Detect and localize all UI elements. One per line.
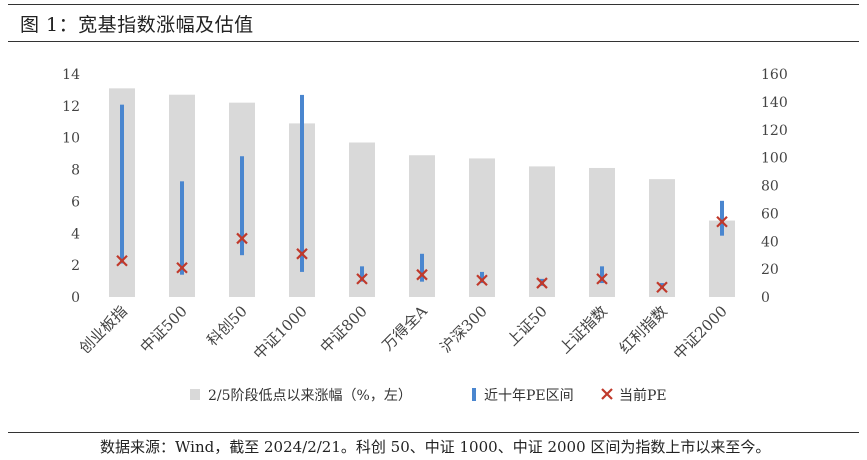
left-tick-label: 12: [62, 99, 80, 115]
x-tick-label: 上证指数: [556, 302, 611, 357]
right-tick-label: 140: [761, 95, 788, 111]
bar-红利指数: [649, 179, 675, 297]
legend-swatch-marker: [601, 388, 613, 400]
top-rule: [8, 4, 859, 5]
x-tick-label: 上证50: [503, 302, 550, 349]
right-tick-label: 80: [761, 179, 779, 195]
left-axis: 0 2 4 6 8 10 12 14: [62, 67, 80, 306]
current-pe-marker-沪深300: [476, 274, 488, 287]
x-tick-label: 中证800: [317, 302, 371, 356]
current-pe-marker-万得全A: [416, 268, 428, 281]
pe-range-创业板指: [120, 104, 124, 264]
source-note: 数据来源：Wind，截至 2024/2/21。科创 50、中证 1000、中证 …: [100, 438, 771, 456]
x-tick-label: 科创50: [203, 302, 250, 349]
pe-range-万得全A: [420, 253, 424, 282]
right-tick-label: 20: [761, 262, 779, 278]
x-tick-label: 中证500: [137, 302, 191, 356]
bar-上证50: [529, 166, 555, 297]
figure-title: 图 1：宽基指数涨幅及估值: [20, 14, 254, 36]
left-tick-label: 4: [71, 226, 80, 242]
legend-swatch-bar: [190, 389, 200, 400]
x-tick-label: 沪深300: [437, 302, 491, 356]
x-tick-label: 中证2000: [670, 302, 731, 363]
current-pe-marker-中证1000: [296, 248, 308, 260]
bottom-rule: [8, 432, 859, 433]
x-tick-label: 红利指数: [616, 302, 671, 357]
pe-range-中证800: [360, 266, 364, 282]
pe-range-上证指数: [600, 266, 604, 284]
current-pe-marker-中证500: [176, 261, 188, 274]
right-tick-label: 0: [761, 290, 770, 306]
legend-label-bar: 2/5阶段低点以来涨幅（%，左）: [208, 388, 412, 404]
current-pe-marker-创业板指: [116, 254, 128, 267]
right-tick-label: 160: [761, 67, 788, 83]
right-tick-label: 40: [761, 234, 779, 250]
right-tick-label: 100: [761, 151, 788, 167]
right-axis: 0 20 40 60 80 100 120 140 160: [761, 67, 788, 306]
right-tick-label: 60: [761, 206, 779, 222]
left-tick-label: 10: [62, 131, 80, 147]
pe-range-中证500: [180, 181, 184, 275]
current-pe-marker-中证2000: [716, 215, 728, 228]
x-tick-label: 中证1000: [250, 302, 311, 363]
x-tick-label: 创业板指: [76, 302, 131, 357]
current-pe-layer: [116, 215, 728, 294]
legend-label-marker: 当前PE: [619, 387, 667, 404]
x-tick-label: 万得全A: [379, 302, 431, 354]
left-tick-label: 2: [71, 258, 80, 274]
pe-range-沪深300: [480, 271, 484, 284]
pe-range-中证1000: [300, 94, 304, 272]
current-pe-marker-中证800: [356, 273, 368, 285]
pe-range-科创50: [240, 156, 244, 256]
current-pe-marker-科创50: [236, 232, 248, 245]
current-pe-marker-红利指数: [656, 281, 668, 294]
title-rule: [8, 41, 859, 42]
right-tick-label: 120: [761, 123, 788, 139]
legend-label-range: 近十年PE区间: [484, 388, 574, 404]
legend-swatch-range: [472, 388, 476, 401]
current-pe-marker-上证50: [536, 277, 548, 289]
current-pe-marker-上证指数: [596, 273, 608, 285]
left-tick-label: 14: [62, 67, 80, 83]
x-axis-labels: 创业板指 中证500 科创50 中证1000 中证800 万得全A 沪深300 上证50 上证指…: [76, 302, 731, 363]
left-tick-label: 0: [71, 290, 80, 306]
left-tick-label: 8: [71, 163, 80, 179]
left-tick-label: 6: [71, 194, 80, 210]
legend: 2/5阶段低点以来涨幅（%，左） 近十年PE区间 当前PE: [190, 387, 667, 404]
pe-range-中证2000: [720, 200, 724, 236]
